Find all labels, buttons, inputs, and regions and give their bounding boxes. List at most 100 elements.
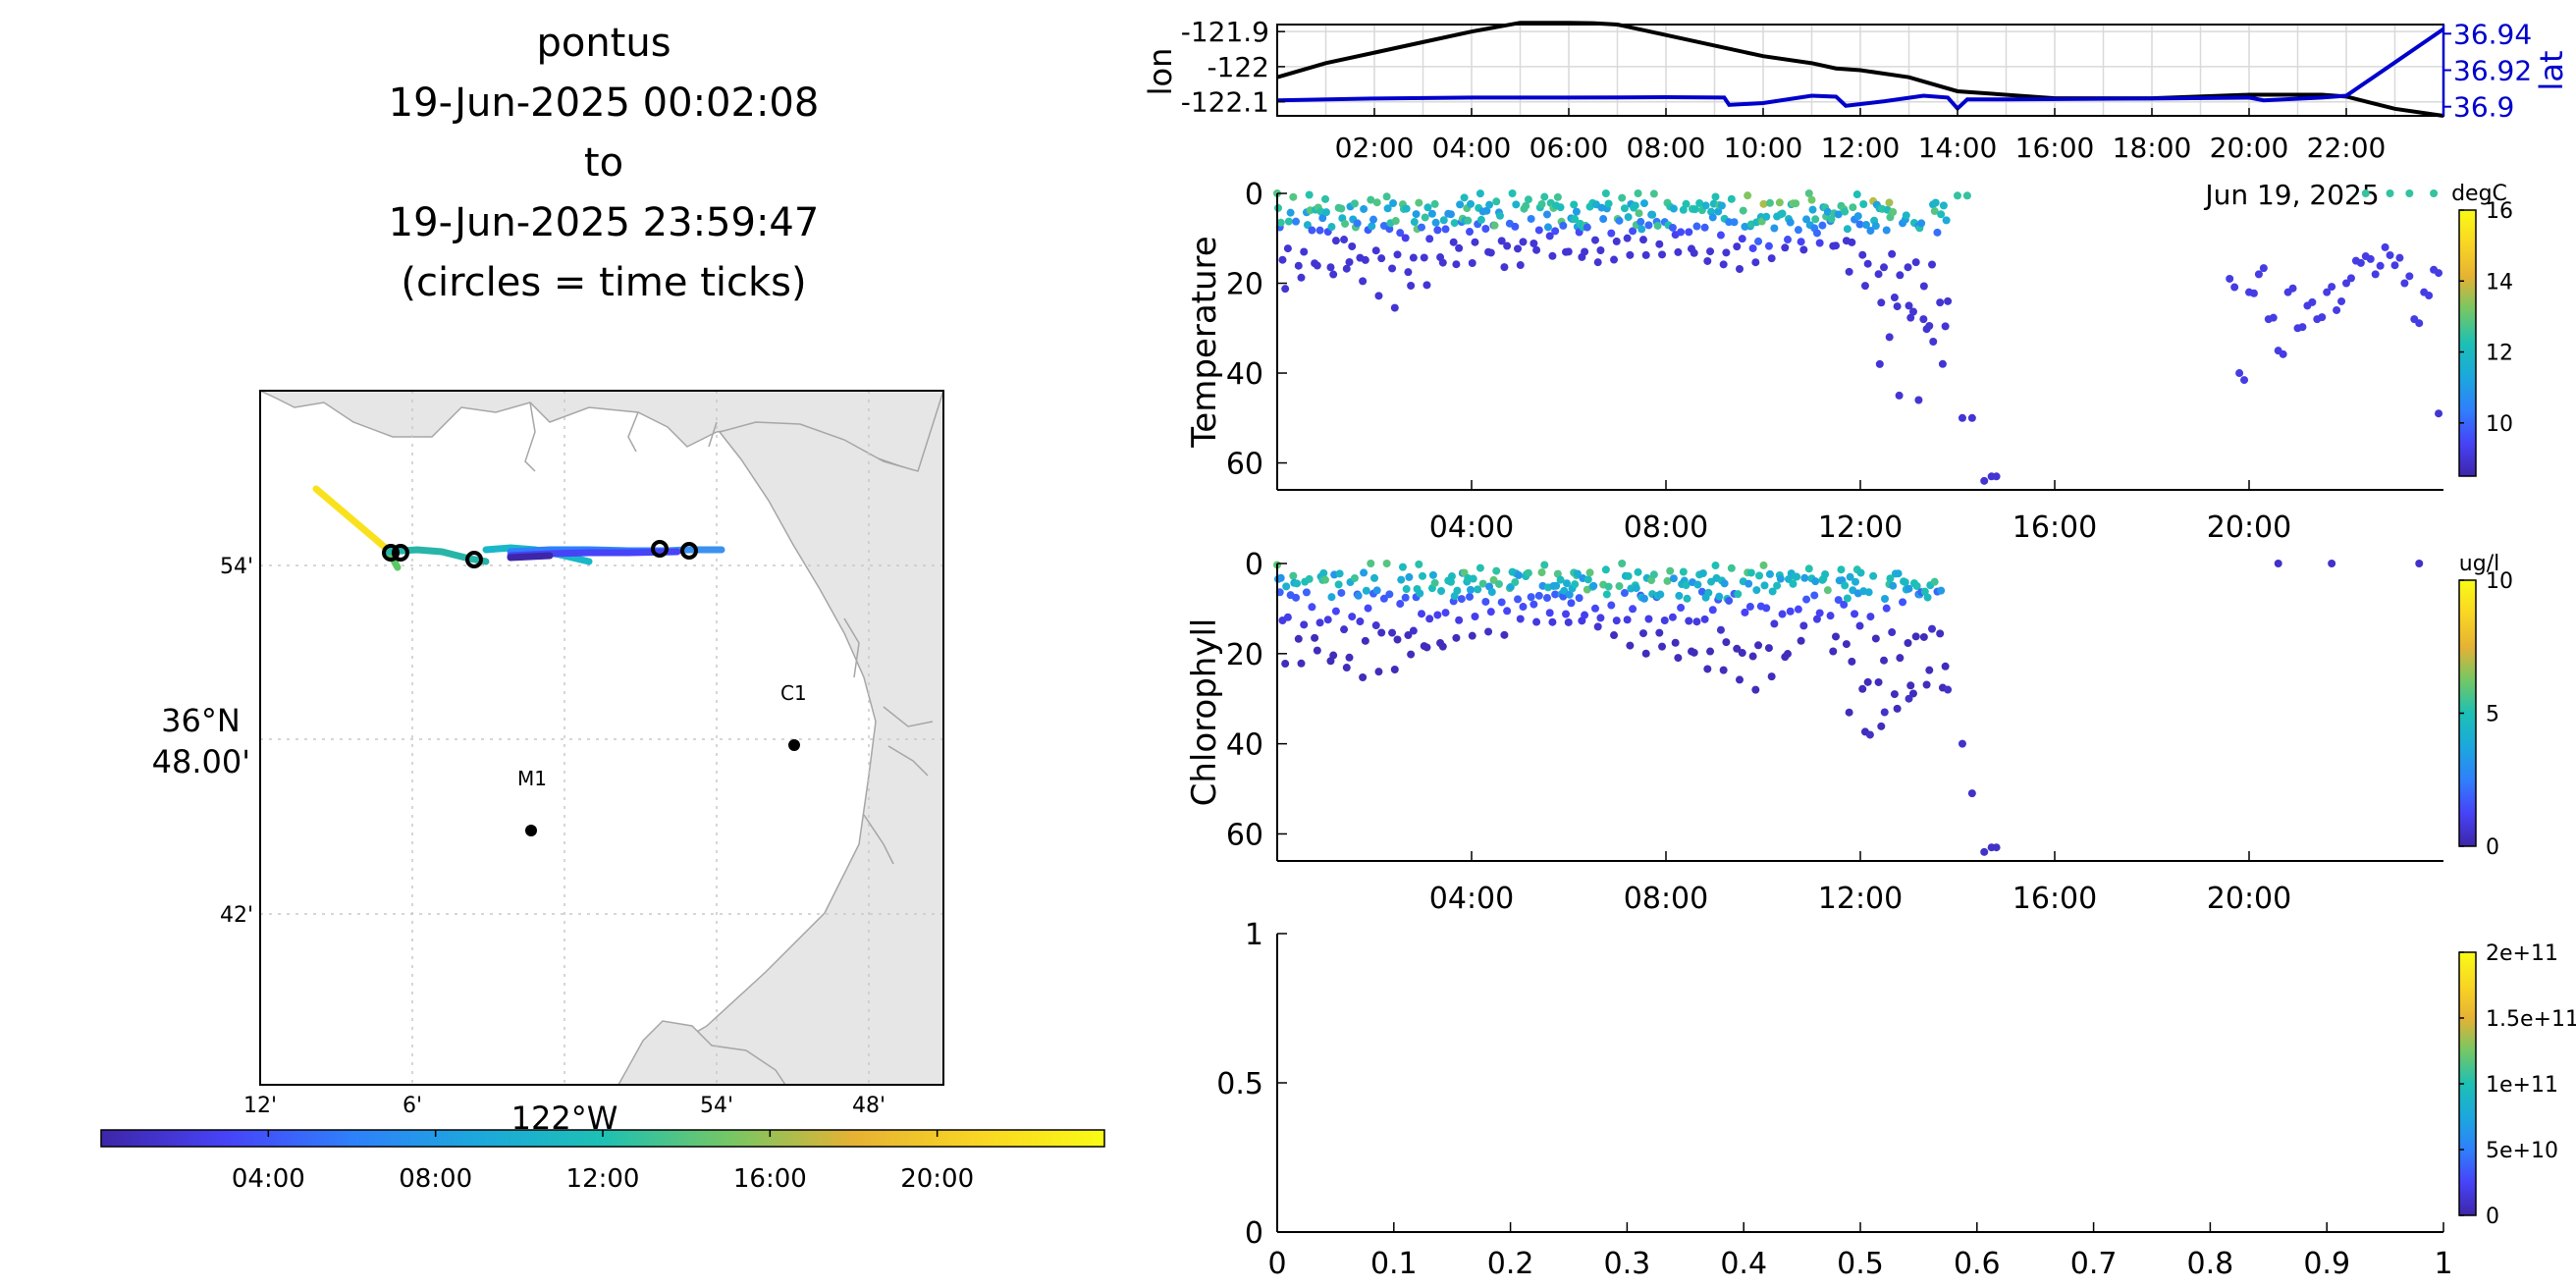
data-point [1563,579,1572,588]
data-point [1767,254,1776,263]
data-point [1341,219,1350,228]
time-tick-circle [680,542,698,560]
x-tick-label: 0.3 [1604,1247,1651,1281]
data-point [1811,215,1820,224]
lon-axis-tick-label: -122.1 [1181,86,1269,119]
data-point [1888,628,1897,637]
x-tick-label: 12:00 [1818,510,1903,545]
data-point [2323,288,2332,296]
x-tick-label: 16:00 [2012,510,2097,545]
lon-axis-tick-label: -121.9 [1181,16,1269,48]
panel-chlorophyll-points [1273,560,2424,856]
data-point [2274,560,2282,567]
data-point [1778,209,1787,218]
data-point [1412,210,1421,219]
data-point [1466,592,1475,601]
y-tick-label: 0 [1245,1216,1263,1251]
data-point [1430,578,1439,587]
data-point [1967,789,1976,798]
data-point [1849,203,1857,212]
data-point [1409,626,1418,635]
data-point [1370,573,1378,582]
data-point [2328,560,2336,567]
lonlat-x-tick-label: 02:00 [1335,132,1415,164]
data-point [1476,189,1484,198]
data-point [1292,593,1301,602]
data-point [1804,189,1813,197]
data-point [1905,301,1913,310]
lat-axis-tick-label: 36.9 [2453,91,2514,124]
data-point [1639,594,1648,603]
data-point [1648,210,1657,219]
data-point [1623,616,1632,624]
data-point [1337,588,1346,597]
lonlat-x-tick-label: 22:00 [2307,132,2387,164]
data-point [1853,212,1862,221]
data-point [1765,569,1774,578]
data-point [1858,250,1867,259]
data-point [1899,598,1907,607]
data-point [2405,272,2414,281]
data-point [1385,590,1394,599]
data-point [1391,217,1400,226]
data-point [1468,259,1476,268]
data-point [1486,608,1495,617]
data-point [1438,258,1447,267]
data-point [1789,579,1798,588]
data-point [1420,253,1428,262]
data-point [1759,199,1768,208]
data-point [1601,565,1610,574]
data-point [1637,217,1645,226]
data-point [1452,633,1461,642]
data-point [1734,590,1743,599]
data-point [1649,189,1658,198]
data-point [1500,630,1509,639]
data-point [1893,302,1902,311]
data-point [1382,560,1391,567]
data-point [1669,204,1678,213]
data-point [1631,201,1639,210]
data-point [1438,642,1447,651]
data-point [1992,472,2001,481]
data-point [2240,376,2249,385]
data-point [2405,189,2414,197]
data-point [1396,229,1405,238]
data-point [1618,560,1627,567]
lonlat-x-tick-label: 14:00 [1918,132,1998,164]
data-point [1362,586,1370,595]
data-point [1937,210,1946,219]
data-point [1933,228,1942,237]
map-lat-label-42: 42' [220,903,253,928]
colorbar-tick-label: 0 [2486,835,2499,860]
data-point [1418,610,1426,618]
time-tick-circles [382,540,698,568]
data-point [1422,643,1431,652]
colorbar-units-label: degC [2451,182,2507,206]
data-point [1372,198,1381,207]
data-point [1276,218,1285,227]
data-point [1401,593,1410,602]
data-point [1635,209,1643,218]
data-point [1748,652,1757,661]
data-point [1615,216,1624,225]
data-point [1449,238,1458,246]
data-point [1486,248,1495,257]
data-point [1875,359,1884,368]
data-point [1866,226,1875,235]
data-point [1843,594,1852,603]
data-point [1895,391,1904,400]
data-point [1354,591,1363,600]
data-point [1799,245,1808,254]
data-point [1604,582,1613,591]
data-point [1649,570,1658,579]
data-point [1727,194,1736,203]
data-point [1308,226,1316,235]
map-frame [259,390,944,1086]
x-tick-label: 20:00 [2207,882,2291,916]
data-point [1852,577,1860,586]
data-point [1368,222,1376,231]
data-point [1733,242,1742,251]
data-point [1888,249,1897,258]
data-point [1746,568,1755,577]
